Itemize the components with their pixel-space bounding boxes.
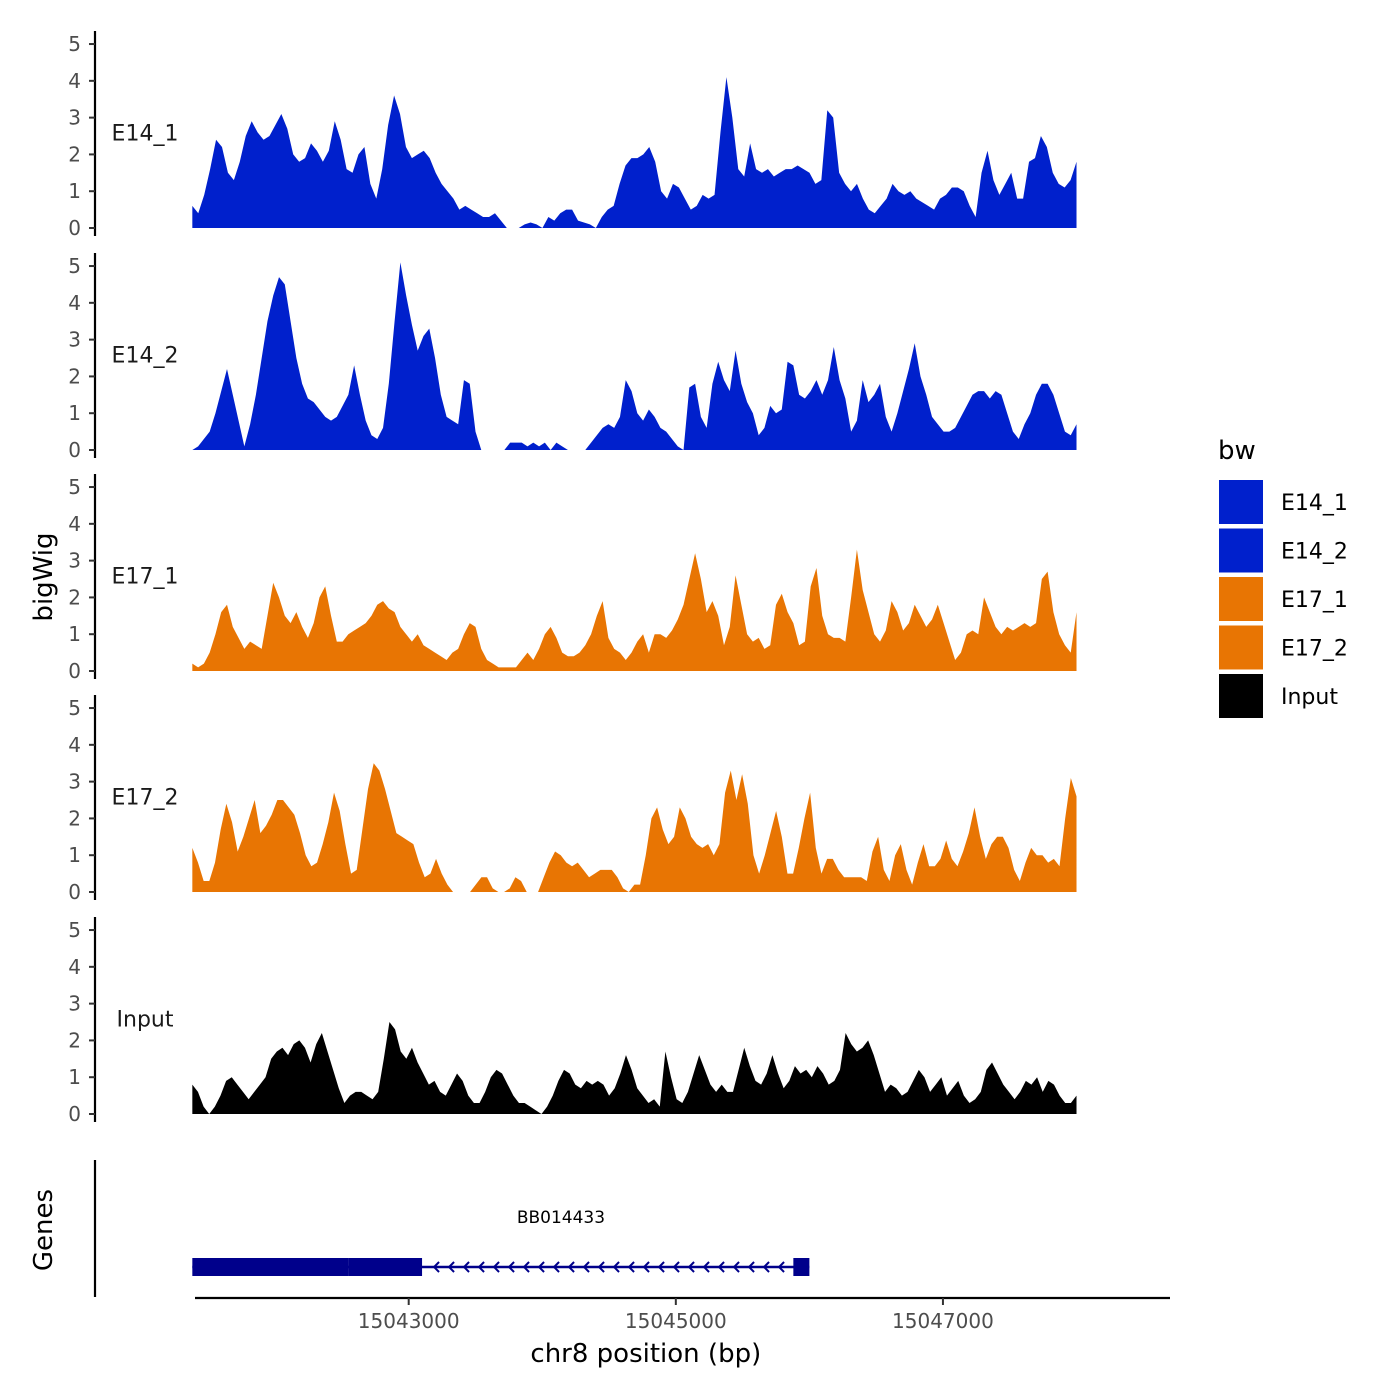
strand-chevron [447,1261,455,1273]
coverage-area-e14-2 [192,262,1077,450]
track-label: E14_2 [112,343,179,368]
gene-exon [192,1258,349,1276]
track-e17-1: 0 1 2 3 4 5 E17_1 [68,474,1077,683]
y-tick-label: 0 [68,438,81,462]
strand-chevron [612,1261,620,1273]
legend-label: Input [1281,685,1338,710]
strand-chevron [747,1261,755,1273]
genes-track: Genes BB014433 [29,1160,810,1297]
y-tick-label: 0 [68,216,81,240]
strand-chevron [597,1261,605,1273]
x-tick-label: 15047000 [892,1309,994,1333]
x-tick-label: 15043000 [358,1309,460,1333]
y-tick-label: 3 [68,770,81,794]
coverage-area-e17-1 [192,549,1077,671]
coverage-area-e14-1 [192,77,1077,229]
legend-swatch [1219,625,1263,670]
y-tick-label: 0 [68,880,81,904]
gene-exon [348,1258,423,1276]
strand-chevron [717,1261,725,1273]
strand-chevron [762,1261,770,1273]
y-tick-label: 0 [68,659,81,683]
strand-chevron [537,1261,545,1273]
legend: bw E14_1 E14_2 E17_1 E17_2 Input [1218,436,1348,718]
y-tick-label: 2 [68,142,81,166]
legend-label: E17_2 [1281,637,1348,662]
y-tick-label: 4 [68,733,81,757]
y-tick-label: 3 [68,992,81,1016]
track-label: Input [117,1007,174,1032]
y-tick-label: 1 [68,401,81,425]
strand-chevron [702,1261,710,1273]
strand-chevron [507,1261,515,1273]
y-axis-title: bigWig [29,532,59,621]
x-axis: 15043000 15045000 15047000 chr8 position (b… [195,1296,1170,1369]
legend-swatch [1219,577,1263,621]
strand-chevron [552,1261,560,1273]
coverage-area-e17-2 [192,763,1077,892]
y-tick-label: 1 [68,1065,81,1089]
track-e17-2: 0 1 2 3 4 5 E17_2 [68,695,1077,904]
legend-swatch [1219,480,1263,524]
y-tick-label: 3 [68,106,81,130]
y-tick-label: 2 [68,1028,81,1052]
y-tick-label: 3 [68,549,81,573]
y-tick-label: 2 [68,806,81,830]
track-label: E14_1 [112,121,179,146]
strand-chevron [462,1261,470,1273]
strand-chevron [777,1261,785,1273]
strand-chevron [432,1261,440,1273]
y-tick-label: 4 [68,955,81,979]
track-input: 0 1 2 3 4 5 Input [68,917,1077,1126]
track-e14-2: 0 1 2 3 4 5 E14_2 [68,253,1077,462]
y-tick-label: 5 [68,475,81,499]
y-tick-label: 4 [68,69,81,93]
gene-exon [793,1258,810,1276]
strand-chevron [582,1261,590,1273]
strand-chevron [642,1261,650,1273]
y-tick-label: 1 [68,179,81,203]
y-tick-label: 4 [68,291,81,315]
y-tick-label: 1 [68,622,81,646]
gene-name-label: BB014433 [517,1208,605,1228]
y-tick-label: 1 [68,843,81,867]
strand-chevron [687,1261,695,1273]
y-tick-label: 5 [68,32,81,56]
track-e14-1: 0 1 2 3 4 5 E14_1 [68,31,1077,240]
y-tick-label: 5 [68,254,81,278]
strand-chevron [567,1261,575,1273]
y-tick-label: 0 [68,1102,81,1126]
y-tick-label: 5 [68,918,81,942]
x-axis-title: chr8 position (bp) [530,1339,761,1369]
legend-swatch [1219,528,1263,573]
strand-chevron [672,1261,680,1273]
legend-swatch [1219,674,1263,718]
genes-track-title: Genes [29,1189,59,1271]
coverage-area-input [192,1022,1077,1114]
y-tick-label: 5 [68,696,81,720]
legend-title: bw [1218,436,1256,466]
legend-label: E17_1 [1281,588,1348,613]
strand-chevron [477,1261,485,1273]
legend-label: E14_2 [1281,540,1348,565]
y-tick-label: 2 [68,585,81,609]
strand-chevron [522,1261,530,1273]
strand-chevron [657,1261,665,1273]
y-tick-label: 3 [68,328,81,352]
track-label: E17_2 [112,785,179,810]
x-tick-label: 15045000 [625,1309,727,1333]
strand-chevron [627,1261,635,1273]
y-tick-label: 2 [68,364,81,388]
y-tick-label: 4 [68,512,81,536]
strand-chevron [492,1261,500,1273]
strand-chevron [732,1261,740,1273]
legend-label: E14_1 [1281,491,1348,516]
track-label: E17_1 [112,564,179,589]
